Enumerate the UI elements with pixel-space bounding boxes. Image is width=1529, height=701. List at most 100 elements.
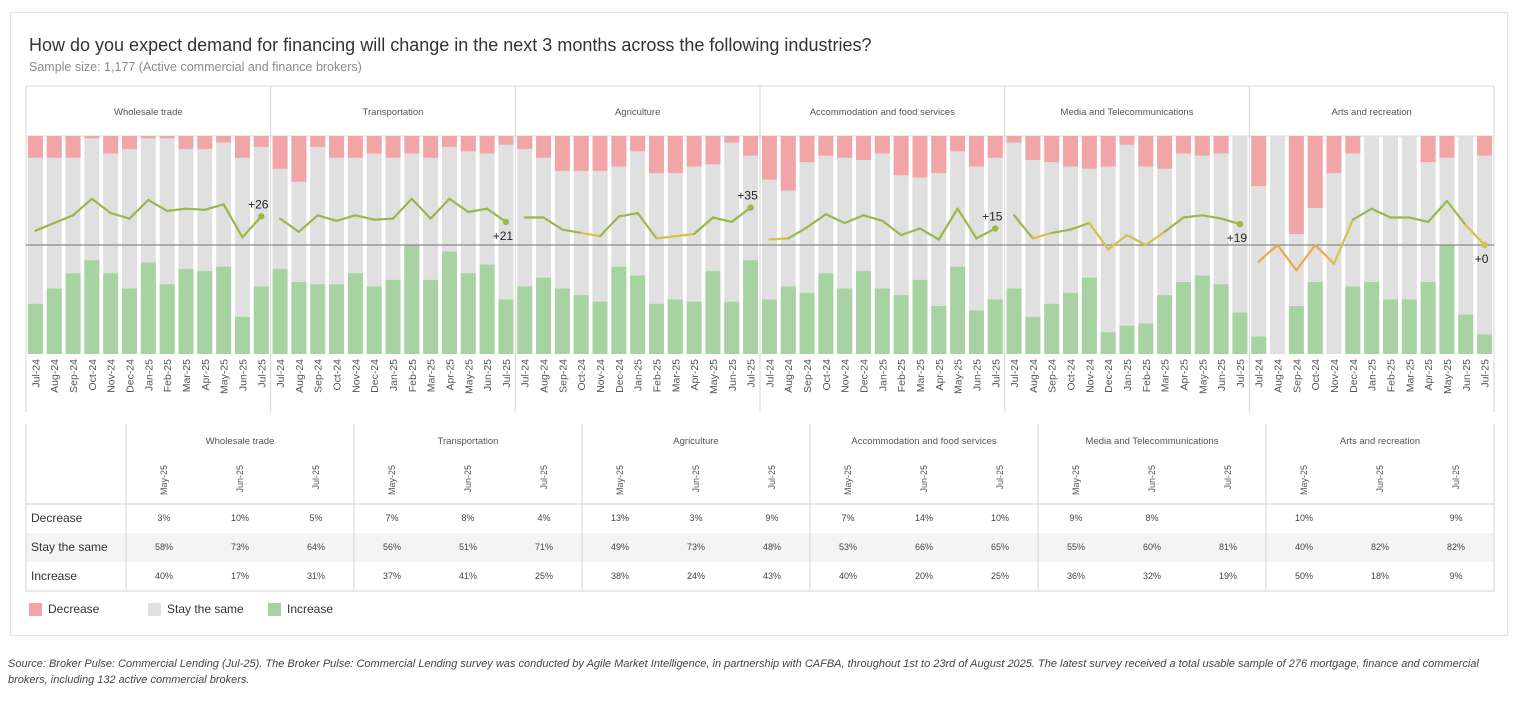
x-tick-label: Apr-25 bbox=[444, 359, 456, 391]
table-row-label: Decrease bbox=[31, 511, 83, 525]
x-tick-label: Jun-25 bbox=[971, 359, 983, 391]
bar-increase bbox=[818, 273, 834, 354]
bar-decrease bbox=[912, 136, 928, 178]
table-cell-value: 66% bbox=[915, 542, 933, 552]
bar-increase bbox=[329, 284, 345, 354]
panel-media-and-telecommunications: Media and Telecommunications Jul-24 Aug-24… bbox=[1004, 86, 1250, 412]
bar-increase bbox=[1119, 325, 1135, 354]
table-month-label: May-25 bbox=[615, 465, 625, 495]
x-tick-label: Mar-25 bbox=[426, 359, 438, 392]
net-line-segment bbox=[730, 206, 752, 223]
bar-decrease bbox=[743, 136, 759, 156]
bar-decrease bbox=[1288, 136, 1304, 235]
net-line-segment bbox=[862, 214, 884, 222]
bar-decrease bbox=[103, 136, 119, 154]
net-line-segment bbox=[1125, 234, 1147, 247]
table-cell-value: 38% bbox=[611, 571, 629, 581]
net-line-segment bbox=[467, 207, 489, 214]
net-line-segment bbox=[109, 212, 131, 220]
table-month-label: Jul-25 bbox=[1451, 465, 1461, 490]
x-tick-label: Apr-25 bbox=[1178, 359, 1190, 391]
net-line-segment bbox=[824, 213, 846, 225]
x-tick-label: Jan-25 bbox=[1122, 359, 1134, 391]
table-row-label: Increase bbox=[31, 569, 77, 583]
table-row-band bbox=[26, 533, 1494, 562]
bar-increase bbox=[1364, 282, 1380, 354]
x-tick-label: Dec-24 bbox=[369, 359, 381, 393]
bar-decrease bbox=[761, 136, 777, 180]
x-tick-label: Jul-25 bbox=[990, 359, 1002, 388]
data-table: Decrease Stay the same Increase Wholesale t… bbox=[25, 424, 1495, 592]
net-line-segment bbox=[693, 216, 715, 236]
net-line-segment bbox=[354, 214, 376, 221]
bar-increase bbox=[272, 268, 288, 354]
net-end-label: +21 bbox=[493, 229, 514, 243]
bar-decrease bbox=[893, 136, 909, 176]
bar-decrease bbox=[667, 136, 683, 174]
table-cell-value: 40% bbox=[155, 571, 173, 581]
bar-decrease bbox=[84, 136, 100, 139]
bar-increase bbox=[479, 264, 495, 354]
bar-increase bbox=[950, 266, 966, 354]
panel-title: Agriculture bbox=[615, 107, 660, 118]
bar-increase bbox=[611, 266, 627, 354]
x-tick-label: Jul-25 bbox=[1235, 359, 1247, 388]
bar-decrease bbox=[1477, 136, 1493, 156]
table-cell-value: 9% bbox=[1449, 571, 1462, 581]
net-end-label: +0 bbox=[1475, 252, 1489, 266]
net-line-segment bbox=[429, 197, 451, 220]
x-tick-label: Feb-25 bbox=[896, 359, 908, 392]
x-tick-label: Jun-25 bbox=[1461, 359, 1473, 391]
net-end-point bbox=[502, 218, 510, 226]
table-cell-value: 82% bbox=[1447, 542, 1465, 552]
net-line-segment bbox=[956, 207, 978, 240]
x-tick-label: Apr-25 bbox=[200, 359, 212, 391]
x-tick-label: Dec-24 bbox=[859, 359, 871, 393]
x-tick-label: Aug-24 bbox=[783, 359, 795, 393]
dashboard-frame bbox=[10, 12, 1508, 636]
bar-increase bbox=[1382, 299, 1398, 354]
bar-decrease bbox=[968, 136, 984, 167]
table-cell-value: 58% bbox=[155, 542, 173, 552]
bar-increase bbox=[1044, 303, 1060, 354]
x-tick-label: Jul-24 bbox=[764, 359, 776, 388]
bar-increase bbox=[1081, 277, 1097, 354]
panel-title: Accommodation and food services bbox=[810, 107, 955, 118]
chart-title: How do you expect demand for financing w… bbox=[29, 35, 872, 55]
bar-increase bbox=[837, 288, 853, 354]
bar-decrease bbox=[46, 136, 62, 158]
table-cell-value: 37% bbox=[383, 571, 401, 581]
x-tick-label: Aug-24 bbox=[1273, 359, 1285, 393]
bar-increase bbox=[1232, 312, 1248, 354]
bar-increase bbox=[122, 288, 138, 354]
bar-decrease bbox=[234, 136, 250, 158]
bar-increase bbox=[554, 288, 570, 354]
bar-increase bbox=[1458, 314, 1474, 354]
bar-increase bbox=[27, 303, 43, 354]
bar-decrease bbox=[1100, 136, 1116, 167]
x-tick-label: Oct-24 bbox=[87, 359, 99, 391]
net-line-segment bbox=[128, 198, 150, 220]
x-tick-label: Sep-24 bbox=[557, 359, 569, 393]
x-tick-label: Oct-24 bbox=[1066, 359, 1078, 391]
bar-increase bbox=[799, 292, 815, 354]
bar-increase bbox=[216, 266, 232, 354]
x-tick-label: Aug-24 bbox=[539, 359, 551, 393]
table-cell-value: 3% bbox=[157, 513, 170, 523]
x-tick-label: Sep-24 bbox=[68, 359, 80, 393]
legend-swatch-decrease bbox=[29, 603, 42, 616]
x-tick-label: Dec-24 bbox=[614, 359, 626, 393]
bar-decrease bbox=[856, 136, 872, 160]
bar-increase bbox=[536, 277, 552, 354]
table-month-label: May-25 bbox=[1071, 465, 1081, 495]
table-month-label: Jul-25 bbox=[539, 465, 549, 490]
table-month-label: Jun-25 bbox=[1375, 465, 1385, 493]
x-tick-label: Oct-24 bbox=[821, 359, 833, 391]
bar-decrease bbox=[1025, 136, 1041, 160]
panel-arts-and-recreation: Arts and recreation Jul-24 Aug-24 Sep-24 Oct… bbox=[1248, 86, 1495, 412]
table-cell-value: 10% bbox=[231, 513, 249, 523]
net-end-point bbox=[1236, 220, 1244, 228]
x-tick-label: May-25 bbox=[463, 359, 475, 394]
net-line-segment bbox=[1012, 214, 1034, 240]
legend-label-increase: Increase bbox=[287, 602, 334, 616]
